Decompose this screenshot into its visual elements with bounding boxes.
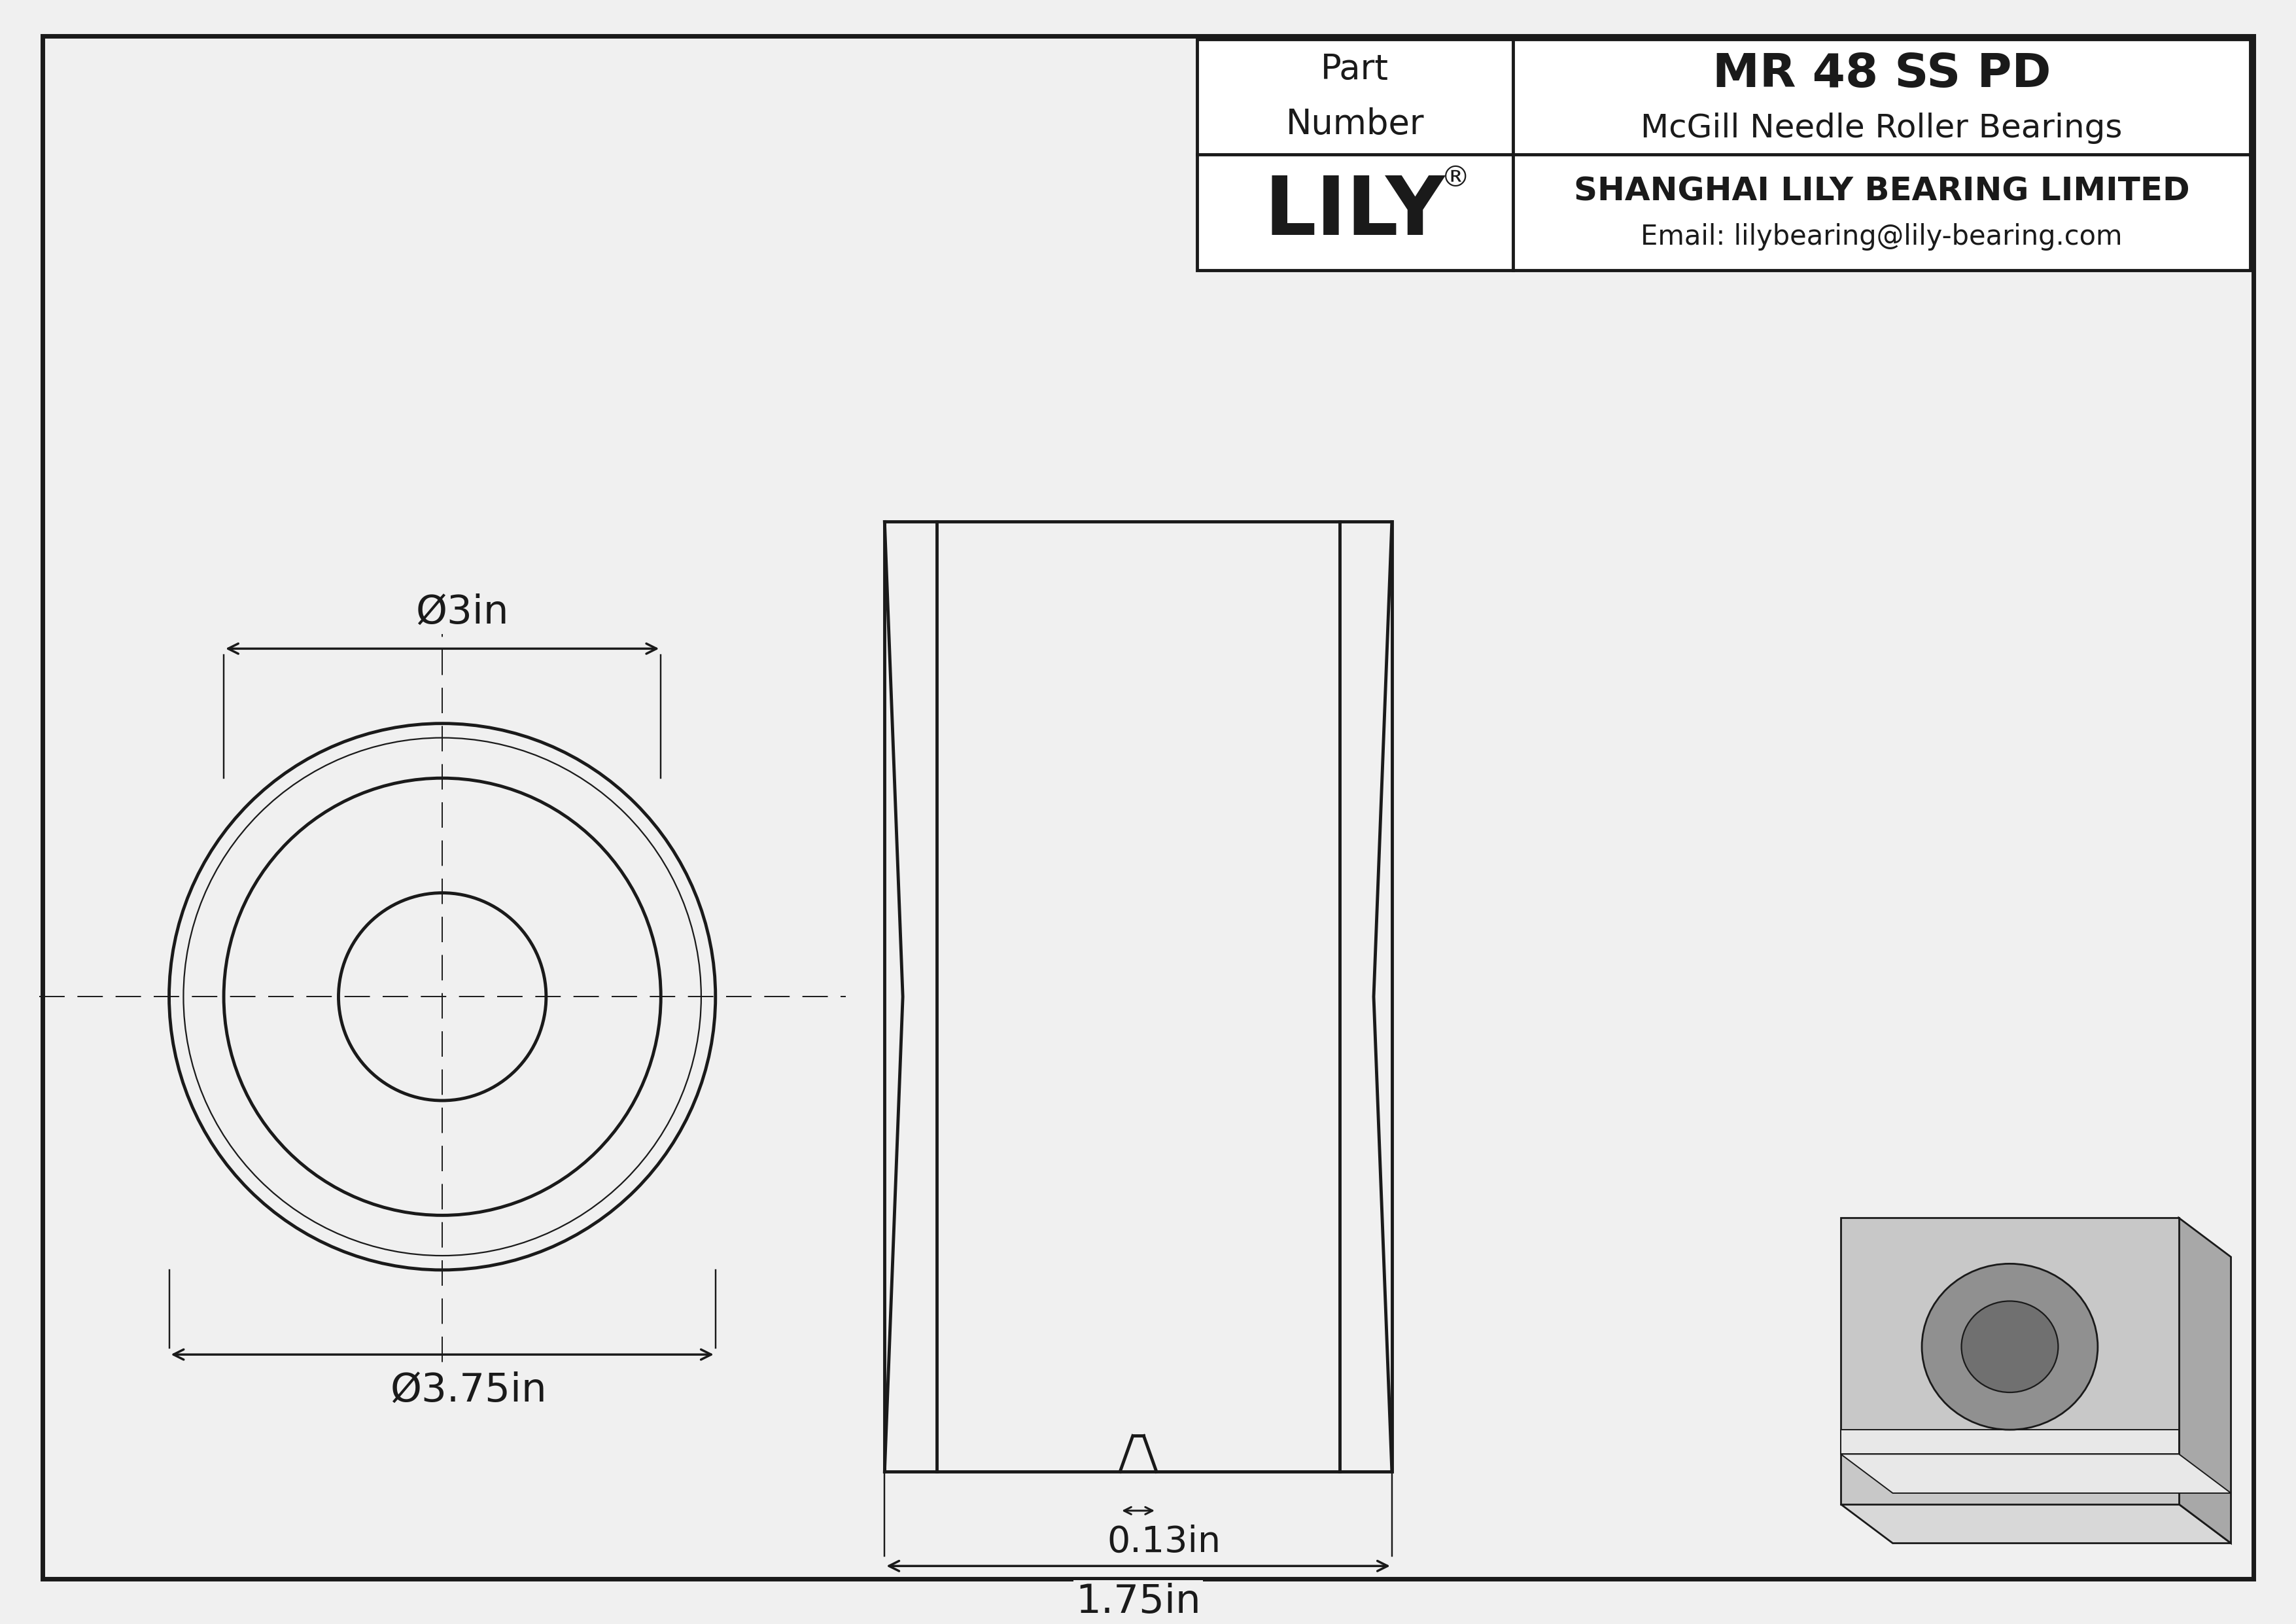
Text: ®: ® <box>1442 164 1469 193</box>
Ellipse shape <box>1922 1263 2099 1429</box>
Text: Ø3in: Ø3in <box>416 593 507 632</box>
Text: MR 48 SS PD: MR 48 SS PD <box>1713 52 2050 96</box>
Bar <box>1196 39 2250 270</box>
Text: Ø3.75in: Ø3.75in <box>390 1371 546 1410</box>
Bar <box>884 521 1391 1471</box>
Bar <box>1841 1429 2179 1453</box>
Text: 0.13in: 0.13in <box>1107 1525 1221 1559</box>
Text: LILY: LILY <box>1265 172 1446 252</box>
Polygon shape <box>1841 1453 2232 1492</box>
Polygon shape <box>1841 1504 2232 1543</box>
Text: 1.75in: 1.75in <box>1075 1582 1201 1621</box>
Text: McGill Needle Roller Bearings: McGill Needle Roller Bearings <box>1642 112 2122 143</box>
Text: Email: lilybearing@lily-bearing.com: Email: lilybearing@lily-bearing.com <box>1642 222 2122 250</box>
Polygon shape <box>2179 1218 2232 1543</box>
Ellipse shape <box>1961 1301 2057 1392</box>
Bar <box>1841 1218 2179 1504</box>
Text: Part
Number: Part Number <box>1286 52 1424 141</box>
Text: SHANGHAI LILY BEARING LIMITED: SHANGHAI LILY BEARING LIMITED <box>1573 175 2190 208</box>
